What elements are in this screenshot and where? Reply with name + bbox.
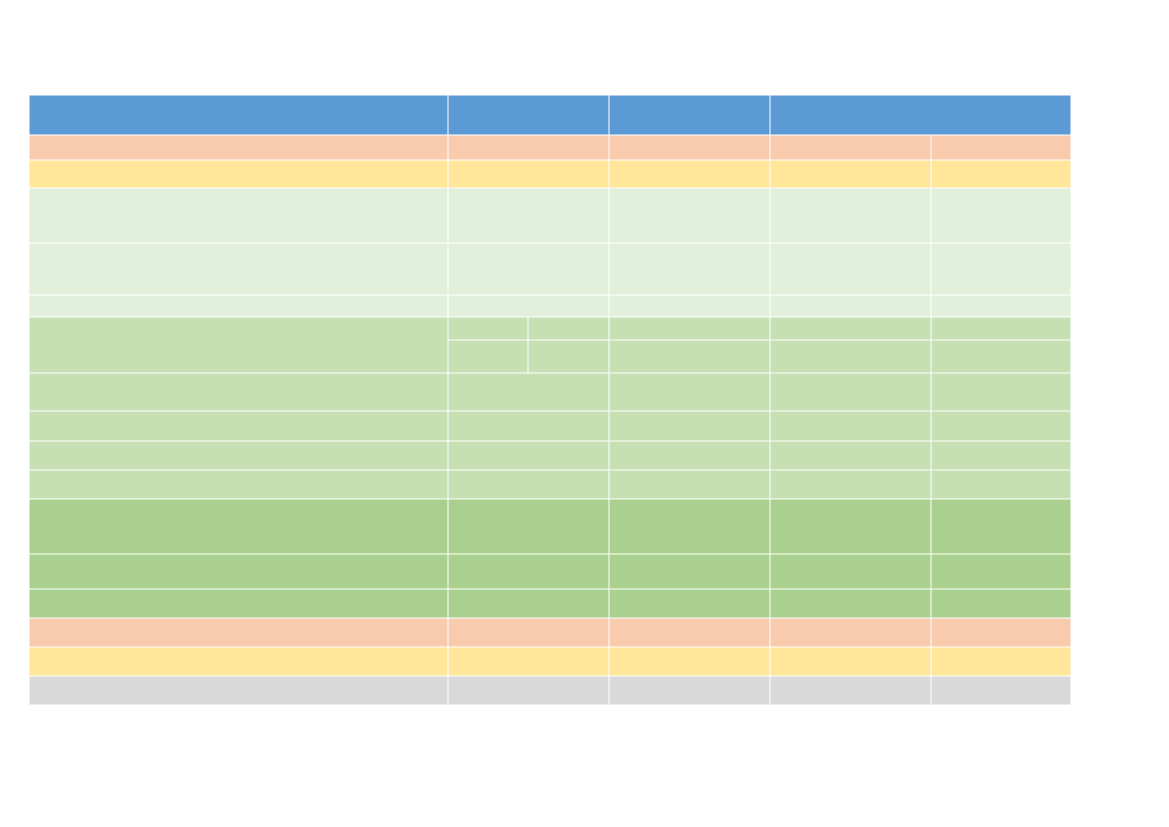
- table-cell: [608, 498, 771, 555]
- table-cell: [28, 440, 449, 471]
- table-cell: [930, 675, 1072, 706]
- table-cell: [769, 553, 932, 590]
- table-cell: [769, 94, 1072, 136]
- table-cell: [769, 316, 932, 341]
- table-cell: [608, 469, 771, 500]
- table-cell: [930, 617, 1072, 648]
- table-cell: [769, 617, 932, 648]
- table-cell: [447, 316, 529, 341]
- table-cell: [608, 294, 771, 318]
- table-cell: [447, 410, 610, 442]
- table-cell: [769, 498, 932, 555]
- table-cell: [608, 588, 771, 619]
- table-cell: [447, 242, 610, 296]
- table-cell: [930, 469, 1072, 500]
- table-cell: [930, 316, 1072, 341]
- table-cell: [608, 242, 771, 296]
- table-cell: [608, 316, 771, 341]
- table-cell: [447, 94, 610, 136]
- table-cell: [447, 440, 610, 471]
- table-cell: [28, 372, 449, 412]
- table-cell: [28, 498, 449, 555]
- table-cell: [608, 339, 771, 374]
- table-cell: [608, 94, 771, 136]
- table-cell: [769, 339, 932, 374]
- table-cell: [447, 134, 610, 161]
- table-cell: [930, 646, 1072, 677]
- table-cell: [447, 588, 610, 619]
- table-cell: [527, 339, 610, 374]
- table-cell: [769, 159, 932, 189]
- table-cell: [769, 410, 932, 442]
- table-cell: [608, 440, 771, 471]
- table-cell: [28, 675, 449, 706]
- table-cell: [930, 294, 1072, 318]
- table-cell: [447, 646, 610, 677]
- table-cell: [930, 440, 1072, 471]
- table-cell: [769, 242, 932, 296]
- table-cell: [28, 187, 449, 244]
- table-cell: [28, 469, 449, 500]
- table-cell: [769, 134, 932, 161]
- table-cell: [930, 553, 1072, 590]
- table-cell: [608, 159, 771, 189]
- table-cell: [769, 187, 932, 244]
- table-cell: [769, 588, 932, 619]
- table-cell: [447, 372, 610, 412]
- table-cell: [447, 187, 610, 244]
- table-cell: [608, 617, 771, 648]
- table-cell: [769, 646, 932, 677]
- table-cell: [28, 294, 449, 318]
- table-cell: [447, 294, 610, 318]
- table-cell: [447, 159, 610, 189]
- table-cell: [608, 187, 771, 244]
- table-cell: [930, 588, 1072, 619]
- table-cell: [28, 646, 449, 677]
- table-cell: [769, 294, 932, 318]
- table-cell: [28, 316, 449, 374]
- table-cell: [28, 242, 449, 296]
- table-cell: [930, 339, 1072, 374]
- table-cell: [527, 316, 610, 341]
- table-cell: [930, 498, 1072, 555]
- table-cell: [769, 675, 932, 706]
- table-cell: [930, 187, 1072, 244]
- table-cell: [28, 553, 449, 590]
- table-cell: [608, 675, 771, 706]
- table-cell: [608, 134, 771, 161]
- table-cell: [447, 675, 610, 706]
- table-cell: [447, 553, 610, 590]
- table-cell: [28, 159, 449, 189]
- table-cell: [930, 242, 1072, 296]
- table-cell: [930, 372, 1072, 412]
- table-cell: [28, 617, 449, 648]
- table-cell: [28, 134, 449, 161]
- table-cell: [930, 134, 1072, 161]
- table-cell: [447, 469, 610, 500]
- table-cell: [769, 469, 932, 500]
- table-cell: [608, 646, 771, 677]
- table-cell: [447, 339, 529, 374]
- table-cell: [769, 372, 932, 412]
- table-cell: [930, 410, 1072, 442]
- table-cell: [28, 588, 449, 619]
- table-cell: [608, 553, 771, 590]
- table-cell: [769, 440, 932, 471]
- table-cell: [447, 617, 610, 648]
- table-cell: [447, 498, 610, 555]
- table-cell: [28, 410, 449, 442]
- table-cell: [28, 94, 449, 136]
- table-cell: [608, 372, 771, 412]
- table-cell: [608, 410, 771, 442]
- table-cell: [930, 159, 1072, 189]
